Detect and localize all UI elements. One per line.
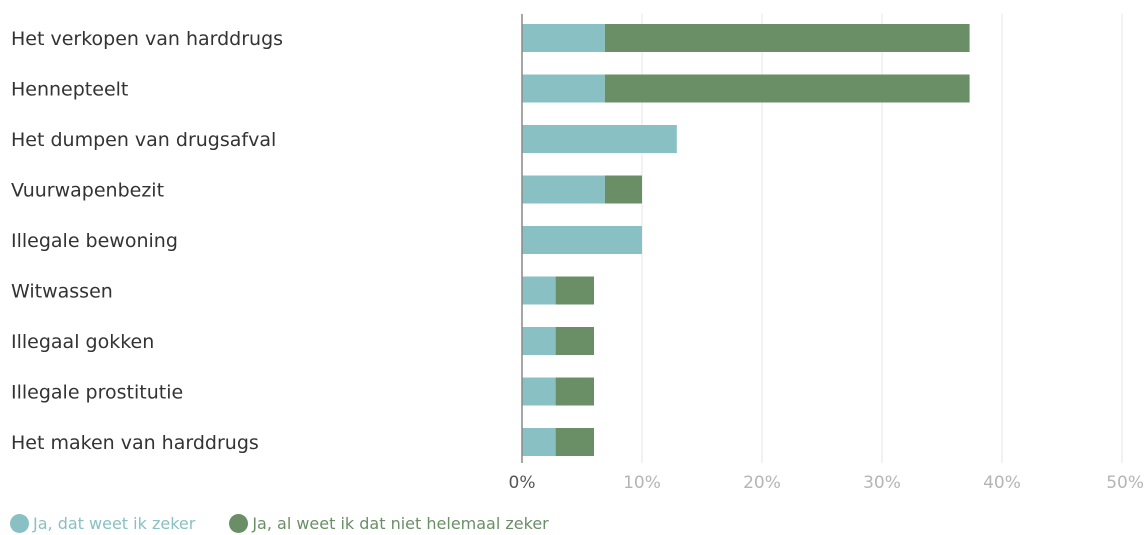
legend-label-zeker: Ja, dat weet ik zeker — [33, 514, 196, 533]
category-label: Illegale bewoning — [11, 230, 178, 252]
bar-segment-zeker — [522, 276, 556, 305]
legend-swatch-niet-zeker — [229, 514, 249, 533]
x-tick-label: 50% — [1106, 473, 1144, 493]
bar-segment-niet-zeker — [604, 175, 642, 204]
category-label: Het dumpen van drugsafval — [11, 129, 276, 151]
category-label: Vuurwapenbezit — [11, 180, 164, 202]
legend-item-zeker: Ja, dat weet ik zeker — [10, 514, 195, 533]
bar-segment-zeker — [522, 175, 605, 204]
legend-label-niet-zeker: Ja, al weet ik dat niet helemaal zeker — [252, 514, 549, 533]
category-label: Het verkopen van harddrugs — [11, 28, 283, 50]
x-tick-label: 30% — [863, 473, 901, 493]
bar-segment-zeker — [522, 24, 605, 52]
category-labels: Het verkopen van harddrugs Hennepteelt Het… — [11, 28, 283, 454]
bar-segment-zeker — [522, 226, 642, 254]
x-tick-label: 20% — [743, 473, 781, 493]
bar-segment-niet-zeker — [604, 74, 970, 103]
category-label: Witwassen — [11, 281, 113, 303]
bar-segment-niet-zeker — [555, 327, 594, 355]
x-tick-label: 40% — [983, 473, 1021, 493]
legend-item-niet-zeker: Ja, al weet ik dat niet helemaal zeker — [229, 514, 549, 533]
bar-segment-zeker — [522, 125, 677, 153]
bar-segment-niet-zeker — [555, 428, 594, 456]
category-label: Het maken van harddrugs — [11, 432, 259, 454]
legend-swatch-zeker — [10, 514, 29, 533]
bar-segment-niet-zeker — [555, 377, 594, 406]
category-label: Illegale prostitutie — [11, 382, 183, 404]
bar-segment-niet-zeker — [555, 276, 594, 305]
bar-segment-zeker — [522, 428, 556, 456]
category-label: Illegaal gokken — [11, 331, 154, 353]
bar-segment-zeker — [522, 327, 556, 355]
stacked-bar-chart: Het verkopen van harddrugs Hennepteelt Het… — [11, 14, 1144, 493]
x-axis-ticks: 0% 10% 20% 30% 40% 50% — [509, 473, 1144, 493]
bar-segment-zeker — [522, 74, 605, 103]
x-tick-label: 0% — [509, 473, 536, 493]
legend: Ja, dat weet ik zeker Ja, al weet ik dat… — [10, 514, 583, 533]
bar-segment-niet-zeker — [604, 24, 970, 52]
bar-segment-zeker — [522, 377, 556, 406]
bars — [522, 24, 970, 456]
category-label: Hennepteelt — [11, 79, 128, 101]
x-tick-label: 10% — [623, 473, 661, 493]
